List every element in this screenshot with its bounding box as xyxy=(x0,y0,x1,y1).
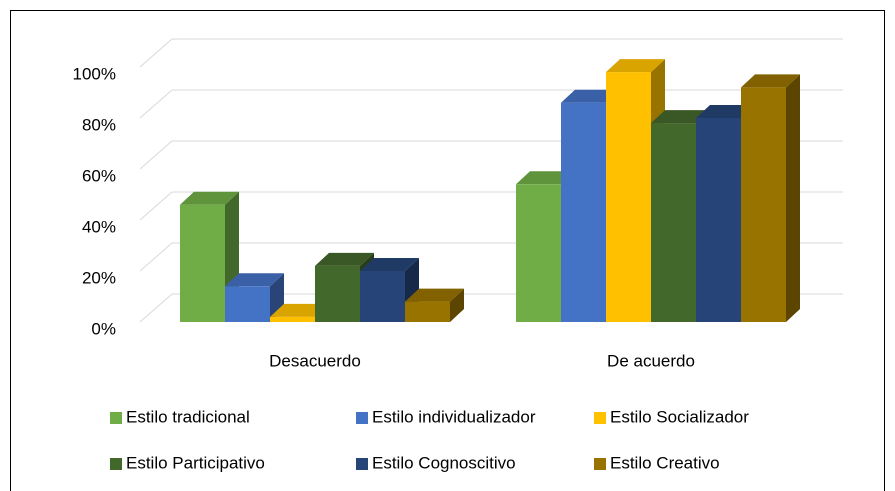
bar-top xyxy=(360,258,419,271)
bar-top xyxy=(225,273,284,287)
bar xyxy=(741,87,786,323)
legend-label: Estilo Socializador xyxy=(610,407,749,426)
bar-top xyxy=(270,303,329,317)
legend-label: Estilo individualizador xyxy=(372,407,536,426)
bar xyxy=(516,184,561,322)
y-tick-label: 60% xyxy=(82,166,116,185)
legend-label: Estilo Creativo xyxy=(610,453,720,472)
bar-top xyxy=(561,89,620,103)
bar-top xyxy=(180,191,239,205)
chart-border xyxy=(10,10,885,491)
bar xyxy=(270,316,315,322)
bar xyxy=(696,118,741,322)
bar xyxy=(561,102,606,322)
legend-label: Estilo Cognoscitivo xyxy=(372,453,516,472)
bar xyxy=(651,123,696,322)
legend-label: Estilo tradicional xyxy=(126,407,250,426)
legend-swatch xyxy=(110,458,122,470)
bar xyxy=(360,271,405,322)
legend-swatch xyxy=(356,458,368,470)
bar xyxy=(405,301,450,322)
legend-swatch xyxy=(110,412,122,424)
bar xyxy=(180,204,225,322)
bar-top xyxy=(741,74,800,88)
y-tick-label: 80% xyxy=(82,115,116,134)
bar-top xyxy=(696,105,755,118)
bar xyxy=(225,286,270,322)
x-tick-label: Desacuerdo xyxy=(269,351,361,370)
bar xyxy=(315,265,360,322)
grid-line xyxy=(139,38,843,68)
bar-top xyxy=(606,59,665,73)
legend-swatch xyxy=(594,412,606,424)
y-tick-label: 0% xyxy=(91,319,116,338)
legend-swatch xyxy=(356,412,368,424)
y-tick-label: 20% xyxy=(82,268,116,287)
bar xyxy=(606,72,651,322)
bar-top xyxy=(405,288,464,302)
y-tick-label: 40% xyxy=(82,217,116,236)
bar-side xyxy=(786,74,800,323)
bar-top xyxy=(651,110,710,124)
bar-side xyxy=(450,288,464,322)
x-tick-label: De acuerdo xyxy=(607,351,695,370)
legend-swatch xyxy=(594,458,606,470)
bar-top xyxy=(516,171,575,185)
legend-label: Estilo Participativo xyxy=(126,453,265,472)
bar-top xyxy=(315,252,374,266)
y-tick-label: 100% xyxy=(73,64,116,83)
